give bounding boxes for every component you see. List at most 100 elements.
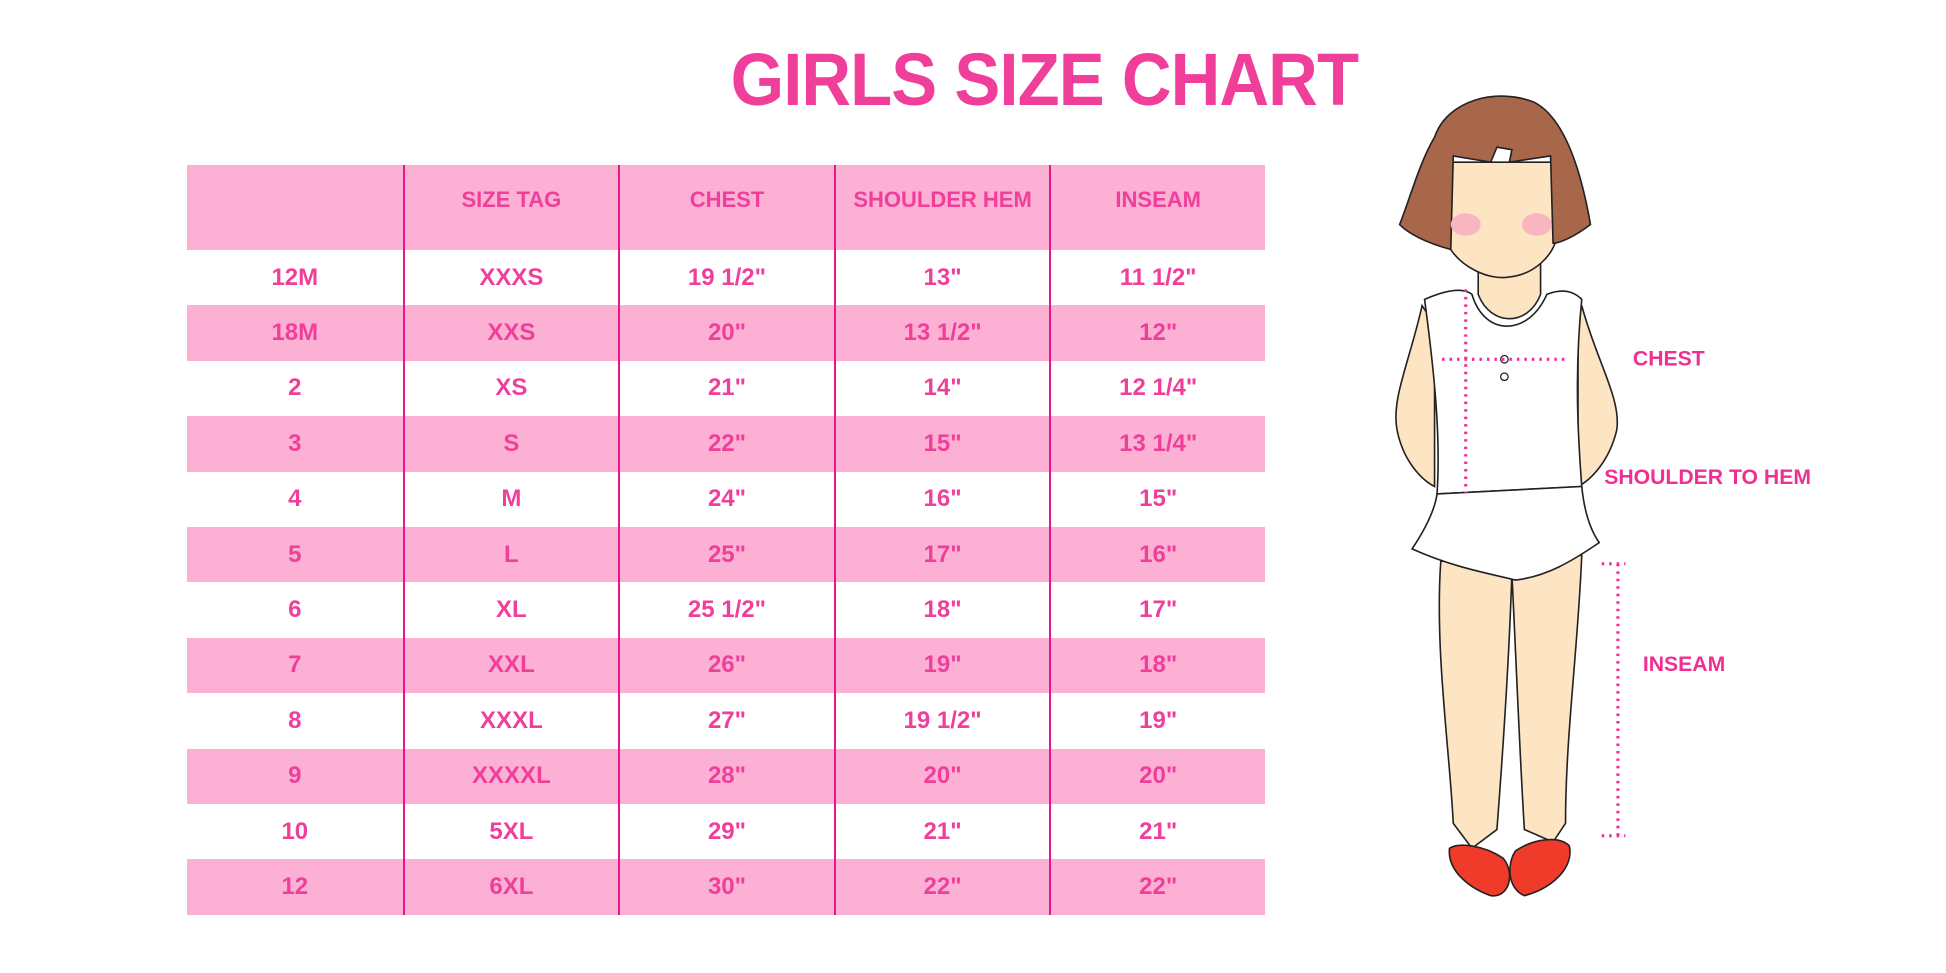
age-cell: 7 xyxy=(288,651,302,679)
table-row: 7 XXL 26" 19" 18" xyxy=(187,637,1265,694)
age-cell: 6 xyxy=(288,596,302,624)
table-cell: 18" xyxy=(1049,637,1265,694)
table-cell: 21" xyxy=(833,803,1050,860)
table-row: 8 XXXL 27" 19 1/2" 19" xyxy=(187,693,1265,749)
table-cell: 13 1/2" xyxy=(833,305,1050,361)
age-cell: 4 xyxy=(288,485,302,513)
table-cell: 16" xyxy=(833,471,1050,527)
column-header xyxy=(187,165,403,250)
table-cell: XXXS xyxy=(402,250,619,306)
table-cell: S xyxy=(402,416,619,472)
table-cell: 16" xyxy=(1049,526,1265,583)
left-arm xyxy=(1395,303,1436,488)
left-cheek xyxy=(1450,213,1481,236)
button xyxy=(1500,354,1509,364)
table-cell: 15" xyxy=(1049,471,1265,527)
legs xyxy=(1438,554,1583,850)
age-cell: 8 xyxy=(288,706,302,734)
right-shoe xyxy=(1509,838,1571,897)
table-cell: XXS xyxy=(402,305,619,361)
table-cell: 21" xyxy=(618,360,834,417)
table-row: 12 6XL 30" 22" 22" xyxy=(187,859,1265,915)
table-cell: 17" xyxy=(1049,582,1265,638)
table-cell: 26" xyxy=(618,637,834,694)
table-cell: 11 1/2" xyxy=(1049,250,1265,306)
column-header: CHEST xyxy=(618,165,834,250)
table-cell: 22" xyxy=(833,859,1050,915)
table-cell: 19 1/2" xyxy=(833,693,1050,749)
table-cell: 14" xyxy=(833,360,1050,417)
right-arm xyxy=(1577,305,1619,488)
table-row: 18M XXS 20" 13 1/2" 12" xyxy=(187,305,1265,361)
table-cell: 18" xyxy=(833,582,1050,638)
table-row: 3 S 22" 15" 13 1/4" xyxy=(187,416,1265,472)
table-cell: M xyxy=(402,471,619,527)
table-cell: 30" xyxy=(618,859,834,915)
table-cell: 6XL xyxy=(402,859,619,915)
table-cell: 25 1/2" xyxy=(618,582,834,638)
table-cell: XXXXL xyxy=(402,748,619,804)
left-shoe xyxy=(1448,844,1511,897)
column-header: SHOULDER HEM xyxy=(833,165,1050,250)
table-cell: 27" xyxy=(618,693,834,749)
table-row: 6 XL 25 1/2" 18" 17" xyxy=(187,582,1265,638)
table-cell: 12" xyxy=(1049,305,1265,361)
table-cell: 19" xyxy=(1049,693,1265,749)
table-cell: 13" xyxy=(833,250,1050,306)
column-header: SIZE TAG xyxy=(402,165,619,250)
table-cell: 20" xyxy=(618,305,834,361)
table-cell: 21" xyxy=(1049,803,1265,860)
table-cell: 28" xyxy=(618,748,834,804)
table-cell: 19" xyxy=(833,637,1050,694)
bloomers xyxy=(1410,485,1601,581)
table-cell: XXXL xyxy=(402,693,619,749)
table-row: 4 M 24" 16" 15" xyxy=(187,471,1265,527)
table-cell: 15" xyxy=(833,416,1050,472)
table-cell: XL xyxy=(402,582,619,638)
inseam-label: INSEAM xyxy=(1643,653,1725,676)
girl-figure xyxy=(1395,95,1619,897)
age-cell: 5 xyxy=(288,540,302,568)
table-row: 9 XXXXL 28" 20" 20" xyxy=(187,748,1265,804)
right-cheek xyxy=(1521,213,1552,236)
table-row: 5 L 25" 17" 16" xyxy=(187,526,1265,583)
table-row: 10 5XL 29" 21" 21" xyxy=(187,803,1265,860)
page-title: GIRLS SIZE CHART xyxy=(730,38,1359,121)
age-cell: 3 xyxy=(288,429,302,457)
age-cell: 2 xyxy=(288,374,302,402)
table-row: 2 XS 21" 14" 12 1/4" xyxy=(187,360,1265,417)
table-cell: XS xyxy=(402,360,619,417)
table-cell: 22" xyxy=(1049,859,1265,915)
face xyxy=(1446,161,1558,279)
table-cell: L xyxy=(402,526,619,583)
neck xyxy=(1477,261,1542,320)
table-cell: 19 1/2" xyxy=(618,250,834,306)
age-cell: 9 xyxy=(288,762,302,790)
age-cell: 10 xyxy=(281,817,309,845)
chest-label: CHEST xyxy=(1633,347,1705,370)
table-row: 12M XXXS 19 1/2" 13" 11 1/2" xyxy=(187,250,1265,306)
age-cell: 12 xyxy=(281,872,309,900)
table-cell: 20" xyxy=(1049,748,1265,804)
column-header: INSEAM xyxy=(1049,165,1265,250)
shoulder-to-hem-label: SHOULDER TO HEM xyxy=(1604,466,1811,489)
table-header-row: SIZE TAG CHEST SHOULDER HEM INSEAM xyxy=(187,165,1265,250)
table-cell: XXL xyxy=(402,637,619,694)
table-cell: 29" xyxy=(618,803,834,860)
button xyxy=(1500,372,1509,382)
table-cell: 12 1/4" xyxy=(1049,360,1265,417)
table-cell: 20" xyxy=(833,748,1050,804)
table-cell: 17" xyxy=(833,526,1050,583)
table-cell: 13 1/4" xyxy=(1049,416,1265,472)
hair xyxy=(1398,95,1592,251)
table-cell: 24" xyxy=(618,471,834,527)
table-cell: 25" xyxy=(618,526,834,583)
table-cell: 22" xyxy=(618,416,834,472)
measurement-guides xyxy=(1442,289,1626,838)
table-cell: 5XL xyxy=(402,803,619,860)
top-garment xyxy=(1423,289,1583,495)
size-table: SIZE TAG CHEST SHOULDER HEM INSEAM 12M XXXS 19… xyxy=(187,165,1265,915)
age-cell: 12M xyxy=(271,263,319,291)
age-cell: 18M xyxy=(271,319,319,347)
